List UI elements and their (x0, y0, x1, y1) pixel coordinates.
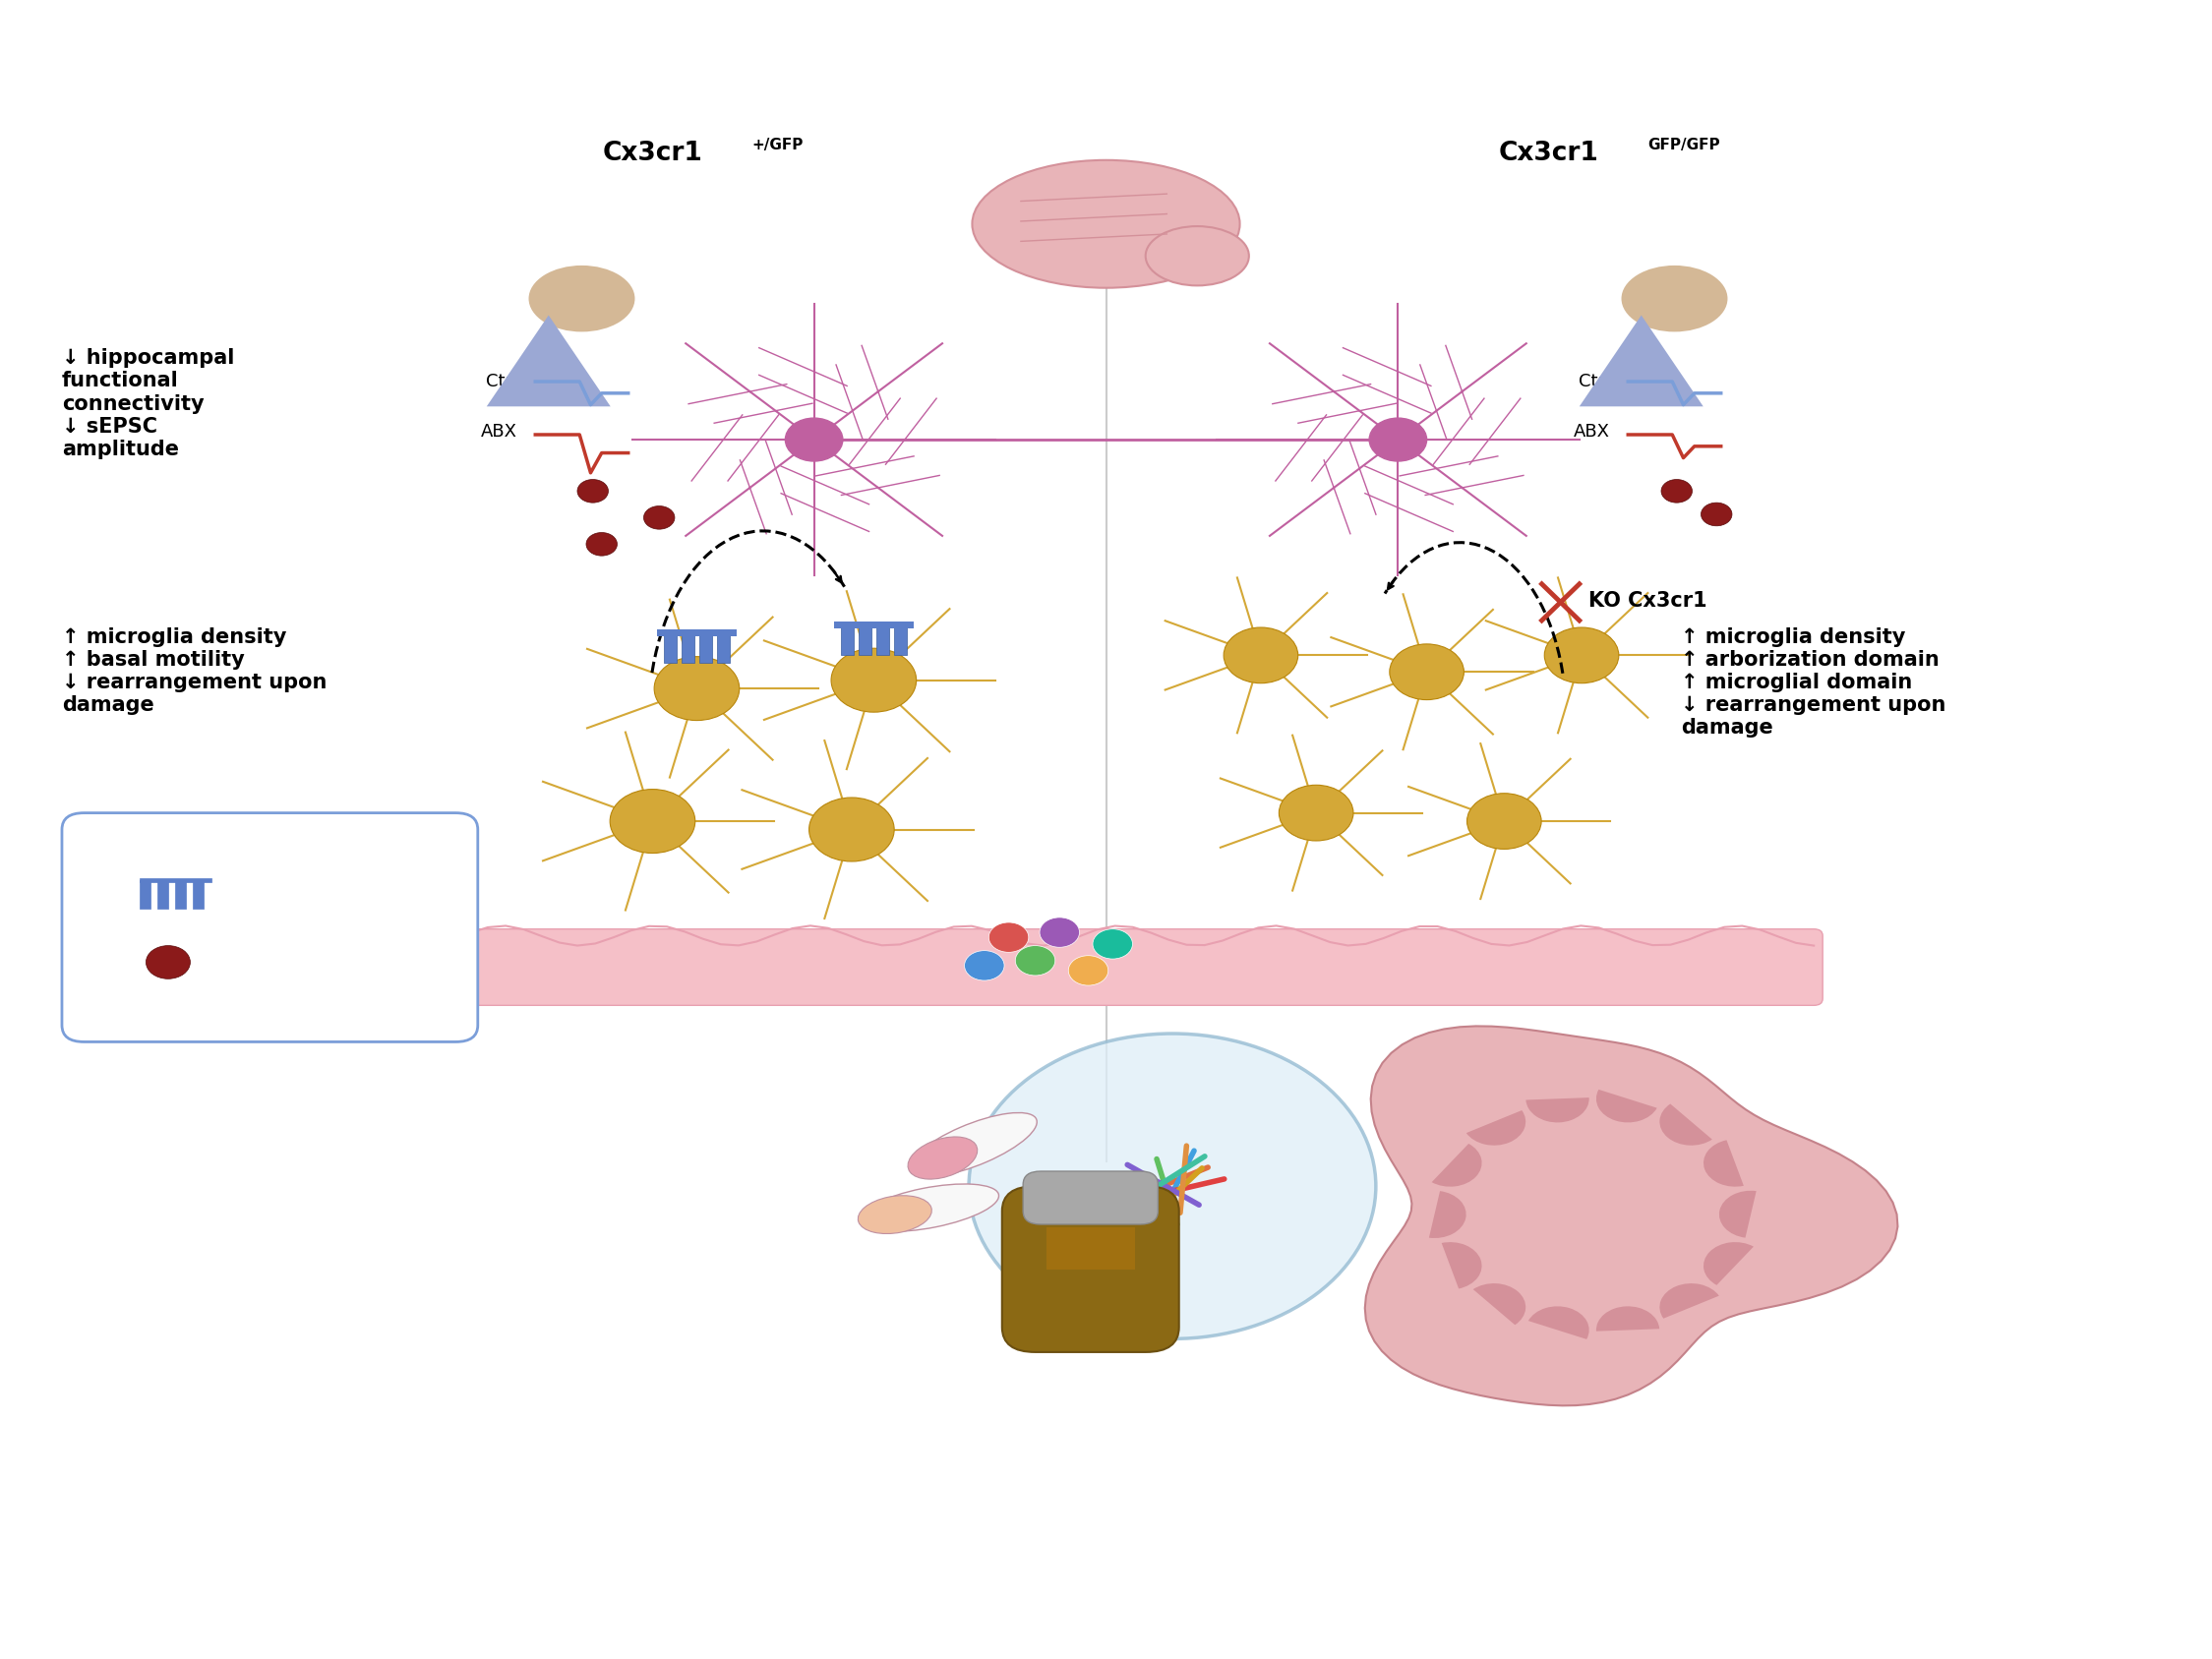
FancyBboxPatch shape (389, 929, 1823, 1005)
Wedge shape (1719, 1191, 1756, 1238)
Circle shape (1467, 793, 1542, 849)
Circle shape (586, 533, 617, 556)
Text: ABX: ABX (1575, 423, 1610, 440)
Circle shape (1093, 929, 1133, 959)
Circle shape (1389, 644, 1464, 700)
Text: CX3CR1: CX3CR1 (239, 884, 316, 901)
Text: ↑ microglia density
↑ arborization domain
↑ microglial domain
↓ rearrangement up: ↑ microglia density ↑ arborization domai… (1681, 627, 1947, 738)
FancyBboxPatch shape (1002, 1186, 1179, 1352)
Bar (681, 634, 695, 664)
Wedge shape (1429, 1191, 1467, 1238)
Text: ↑ microglia density
↑ basal motility
↓ rearrangement upon
damage: ↑ microglia density ↑ basal motility ↓ r… (62, 627, 327, 715)
Bar (1046, 1228, 1135, 1269)
Circle shape (785, 418, 843, 461)
FancyBboxPatch shape (62, 813, 478, 1042)
Wedge shape (1526, 1098, 1588, 1123)
Bar (139, 879, 150, 909)
Circle shape (1369, 418, 1427, 461)
Ellipse shape (973, 161, 1239, 289)
Circle shape (577, 479, 608, 503)
Circle shape (969, 1034, 1376, 1339)
Bar (699, 634, 712, 664)
Text: CX3CL1: CX3CL1 (239, 954, 314, 971)
Polygon shape (487, 315, 611, 406)
Ellipse shape (1621, 265, 1728, 332)
Circle shape (655, 657, 739, 720)
Ellipse shape (529, 265, 635, 332)
Ellipse shape (909, 1113, 1037, 1176)
Wedge shape (1597, 1306, 1659, 1331)
Wedge shape (1659, 1103, 1712, 1145)
Circle shape (989, 922, 1029, 952)
Circle shape (810, 798, 894, 861)
Wedge shape (1703, 1140, 1743, 1186)
Text: Cx3cr1: Cx3cr1 (1498, 141, 1599, 166)
Bar (657, 630, 737, 637)
Bar (894, 625, 907, 655)
Wedge shape (1659, 1284, 1719, 1319)
Text: Ctrl: Ctrl (1579, 373, 1610, 390)
Circle shape (1661, 479, 1692, 503)
Text: Ctrl: Ctrl (487, 373, 518, 390)
Bar (192, 879, 204, 909)
Bar (841, 625, 854, 655)
Bar (876, 625, 889, 655)
Bar (717, 634, 730, 664)
Bar (175, 879, 186, 909)
Circle shape (964, 951, 1004, 980)
Bar (858, 625, 872, 655)
Wedge shape (1528, 1306, 1588, 1339)
Circle shape (611, 790, 695, 853)
Text: +/GFP: +/GFP (752, 138, 803, 153)
Circle shape (1040, 917, 1079, 947)
Text: Cx3cr1: Cx3cr1 (602, 141, 703, 166)
Circle shape (644, 506, 675, 529)
Circle shape (1279, 785, 1354, 841)
Polygon shape (1365, 1027, 1898, 1405)
Ellipse shape (1146, 226, 1250, 285)
Bar (834, 622, 914, 629)
Ellipse shape (858, 1185, 1000, 1231)
Ellipse shape (907, 1136, 978, 1180)
Circle shape (832, 649, 916, 712)
Wedge shape (1442, 1243, 1482, 1289)
Circle shape (1223, 627, 1298, 684)
FancyBboxPatch shape (1022, 1171, 1159, 1224)
Wedge shape (1597, 1090, 1657, 1123)
Circle shape (146, 946, 190, 979)
Circle shape (1544, 627, 1619, 684)
Bar (139, 878, 212, 883)
Ellipse shape (858, 1196, 931, 1234)
Wedge shape (1467, 1110, 1526, 1145)
Text: ABX: ABX (482, 423, 518, 440)
Polygon shape (1579, 315, 1703, 406)
Wedge shape (1431, 1143, 1482, 1186)
Text: GFP/GFP: GFP/GFP (1648, 138, 1721, 153)
Wedge shape (1473, 1284, 1526, 1326)
Circle shape (1701, 503, 1732, 526)
Circle shape (1015, 946, 1055, 975)
Text: ↓ hippocampal
functional
connectivity
↓ sEPSC
amplitude: ↓ hippocampal functional connectivity ↓ … (62, 348, 234, 460)
Bar (157, 879, 168, 909)
Bar (664, 634, 677, 664)
Text: KO Cx3cr1: KO Cx3cr1 (1588, 591, 1708, 611)
Circle shape (1068, 956, 1108, 985)
Wedge shape (1703, 1243, 1754, 1286)
